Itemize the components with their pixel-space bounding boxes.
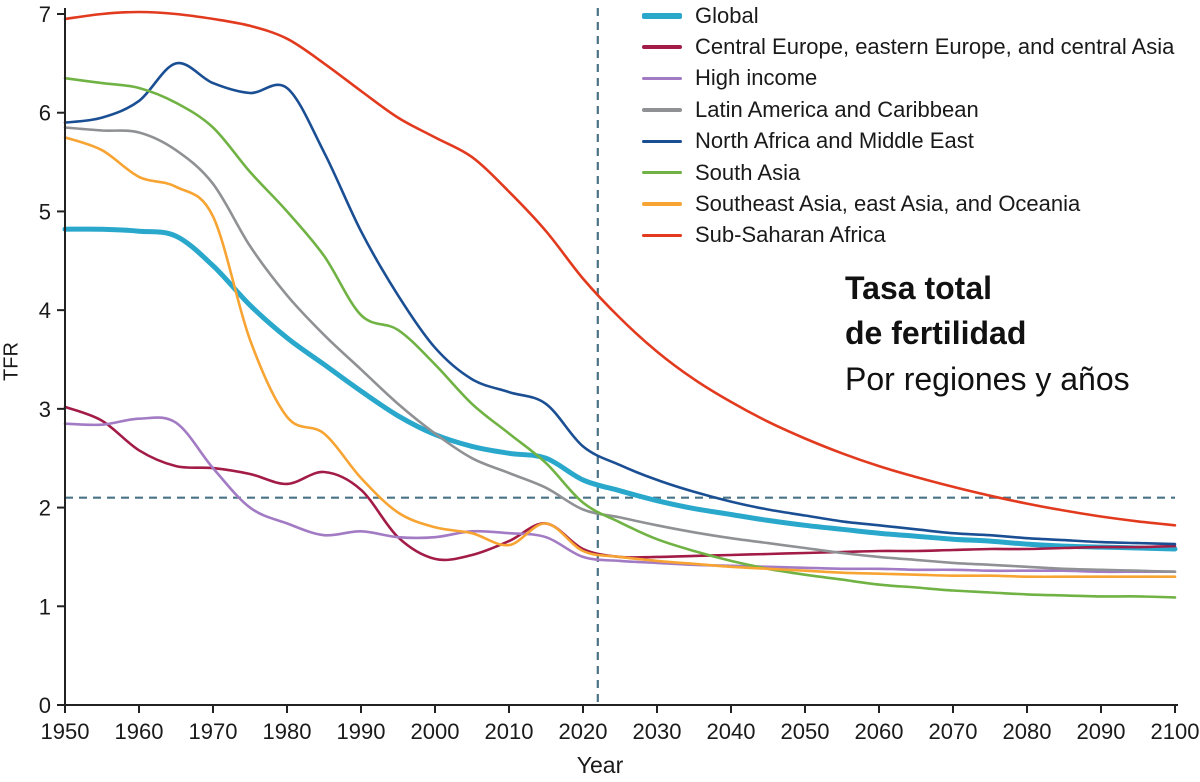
x-tick-label: 2000	[411, 719, 460, 744]
x-tick-label: 2080	[1003, 719, 1052, 744]
legend-label: Central Europe, eastern Europe, and cent…	[695, 34, 1175, 60]
x-tick-label: 2090	[1077, 719, 1126, 744]
y-tick-label: 5	[39, 199, 51, 224]
legend-item-latin-america-caribbean: Latin America and Caribbean	[642, 94, 1174, 125]
x-tick-label: 2100	[1151, 719, 1200, 744]
x-tick-label: 2020	[559, 719, 608, 744]
series-line-south-asia	[63, 76, 1177, 599]
legend-label: Global	[695, 2, 759, 28]
legend-item-south-asia: South Asia	[642, 157, 1174, 188]
legend-label: South Asia	[695, 159, 801, 185]
annotation-line-2: de fertilidad	[845, 315, 1027, 352]
legend-item-central-europe-eastern-europe-central-asia: Central Europe, eastern Europe, and cent…	[642, 31, 1174, 62]
legend-swatch	[642, 45, 682, 49]
legend-swatch	[642, 170, 682, 175]
series-line-global	[62, 226, 1178, 552]
y-tick-label: 7	[39, 2, 51, 27]
legend-swatch	[642, 12, 682, 19]
x-axis-ticks: 1950 1960 1970 1980 1990 2000 2010 2020 2030 2040…	[41, 705, 1200, 744]
legend-label: North Africa and Middle East	[695, 128, 974, 154]
legend-label: High income	[695, 65, 818, 91]
y-axis-ticks: 0 1 2 3 4 5 6 7	[39, 2, 65, 718]
series-lines	[62, 10, 1178, 599]
annotation-line-3: Por regiones y años	[845, 360, 1130, 397]
chart-annotation: Tasa total de fertilidad Por regiones y …	[845, 266, 1130, 402]
x-tick-label: 1960	[115, 719, 164, 744]
legend-label: Sub-Saharan Africa	[695, 222, 886, 248]
x-tick-label: 2060	[855, 719, 904, 744]
x-tick-label: 2040	[707, 719, 756, 744]
x-tick-label: 2030	[633, 719, 682, 744]
legend-item-southeast-asia-east-asia-oceania: Southeast Asia, east Asia, and Oceania	[642, 188, 1174, 219]
y-tick-label: 6	[39, 101, 51, 126]
y-tick-label: 2	[39, 496, 51, 521]
x-tick-label: 2070	[929, 719, 978, 744]
y-tick-label: 1	[39, 594, 51, 619]
legend-item-global: Global	[642, 0, 1174, 31]
y-tick-label: 3	[39, 397, 51, 422]
legend-swatch	[642, 233, 682, 238]
chart-legend: Global Central Europe, eastern Europe, an…	[642, 0, 1174, 251]
legend-item-sub-saharan-africa: Sub-Saharan Africa	[642, 220, 1174, 251]
annotation-line-1: Tasa total	[845, 270, 992, 306]
x-axis-title: Year	[576, 752, 624, 778]
legend-label: Southeast Asia, east Asia, and Oceania	[695, 191, 1081, 217]
x-tick-label: 1970	[189, 719, 238, 744]
legend-swatch	[642, 202, 682, 206]
series-line-sub-saharan-africa	[63, 10, 1177, 527]
x-tick-label: 2050	[781, 719, 830, 744]
series-line-north-africa-middle-east	[63, 61, 1177, 546]
legend-item-high-income: High income	[642, 63, 1174, 94]
y-tick-label: 4	[39, 298, 51, 323]
x-tick-label: 1950	[41, 719, 90, 744]
legend-swatch	[642, 139, 682, 143]
reference-lines	[65, 8, 1175, 705]
series-line-latin-america-caribbean	[63, 126, 1177, 573]
x-tick-label: 1990	[337, 719, 386, 744]
legend-swatch	[642, 108, 682, 112]
legend-item-north-africa-middle-east: North Africa and Middle East	[642, 126, 1174, 157]
legend-label: Latin America and Caribbean	[695, 96, 979, 122]
axes	[64, 8, 1178, 706]
x-tick-label: 1980	[263, 719, 312, 744]
legend-swatch	[642, 76, 682, 81]
x-tick-label: 2010	[485, 719, 534, 744]
series-line-high-income	[63, 416, 1177, 574]
series-line-southeast-asia-east-asia-oceania	[63, 136, 1177, 579]
y-tick-label: 0	[39, 693, 51, 718]
y-axis-title: TFR	[0, 342, 23, 381]
